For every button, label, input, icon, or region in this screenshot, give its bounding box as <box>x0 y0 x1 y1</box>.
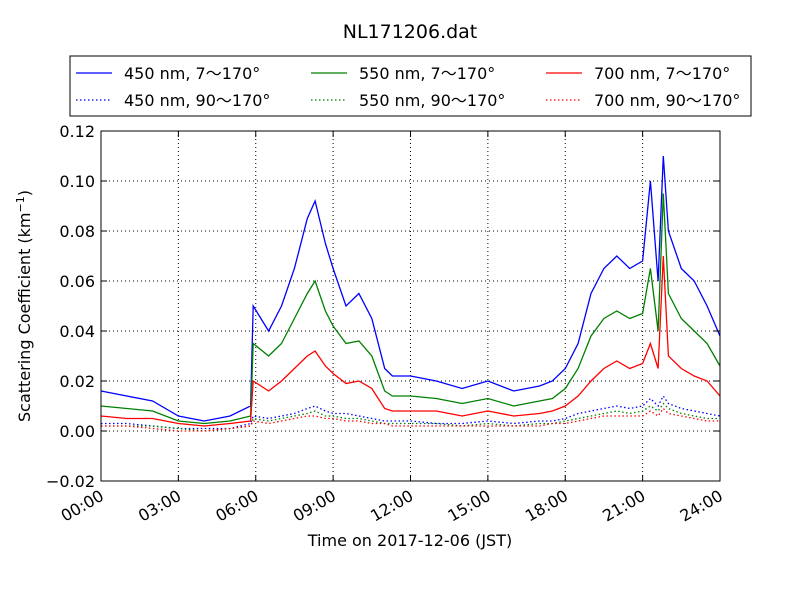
legend: 450 nm, 7～170° 550 nm, 7～170° 700 nm, 7～17… <box>69 55 752 117</box>
series-line-4 <box>100 255 721 427</box>
chart-title: NL171206.dat <box>343 21 478 43</box>
legend-box <box>69 55 752 117</box>
y-axis-label-exponent: −1 <box>14 196 27 212</box>
y-tick-label: 0.08 <box>59 222 95 241</box>
x-tick-label: 00:00 <box>58 486 107 526</box>
y-tick-label: 0.02 <box>59 372 95 391</box>
x-axis: 00:00 03:00 06:00 09:00 12:00 15:00 18:00 21:00… <box>58 131 726 526</box>
series-group <box>100 155 721 432</box>
series-line-3 <box>101 402 720 432</box>
legend-entry-label: 450 nm, 90～170° <box>124 91 270 110</box>
y-tick-label: 0.06 <box>59 272 95 291</box>
x-tick-label: 24:00 <box>677 486 726 526</box>
legend-entry-label: 700 nm, 7～170° <box>594 64 730 83</box>
legend-entry-label: 700 nm, 90～170° <box>594 91 740 110</box>
y-tick-label: 0.10 <box>59 172 95 191</box>
x-tick-label: 15:00 <box>444 486 493 526</box>
x-tick-label: 18:00 <box>522 486 571 526</box>
y-axis: −0.02 0.00 0.02 0.04 0.06 0.08 0.10 0.12 <box>46 122 720 491</box>
legend-entry-label: 550 nm, 90～170° <box>359 91 505 110</box>
y-axis-label: Scattering Coefficient (km−1) <box>14 190 34 422</box>
y-tick-label: 0.04 <box>59 322 95 341</box>
y-tick-label: 0.12 <box>59 122 95 141</box>
y-tick-label: 0.00 <box>59 422 95 441</box>
x-axis-label: Time on 2017-12-06 (JST) <box>307 531 512 550</box>
x-tick-label: 06:00 <box>212 486 261 526</box>
series-line-5 <box>101 407 720 432</box>
series-line-2 <box>100 193 721 425</box>
x-tick-label: 03:00 <box>135 486 184 526</box>
x-tick-label: 12:00 <box>367 486 416 526</box>
y-axis-label-close: ) <box>15 190 34 196</box>
x-tick-label: 21:00 <box>599 486 648 526</box>
legend-entry-label: 450 nm, 7～170° <box>124 64 260 83</box>
series-line-0 <box>100 155 721 422</box>
legend-entry-label: 550 nm, 7～170° <box>359 64 495 83</box>
x-tick-label: 09:00 <box>290 486 339 526</box>
y-tick-label: −0.02 <box>46 472 95 491</box>
series-line-1 <box>101 394 721 430</box>
y-axis-label-main: Scattering Coefficient (km <box>15 212 34 422</box>
